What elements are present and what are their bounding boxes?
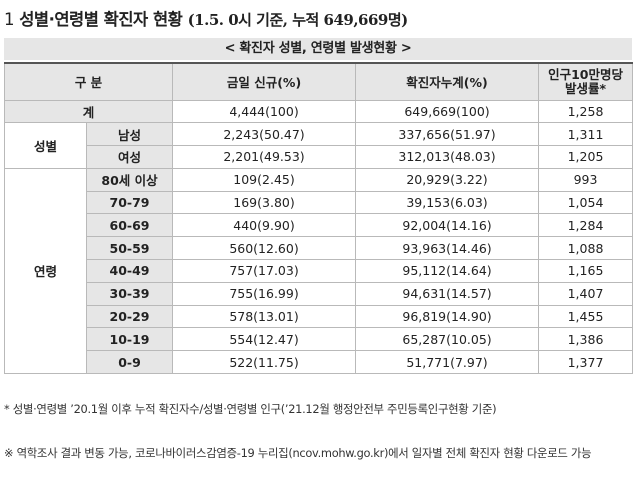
table-row: 40-49 757(17.03) 95,112(14.64) 1,165	[5, 259, 634, 283]
row-new: 440(9.90)	[172, 213, 357, 238]
table-caption: < 확진자 성별, 연령별 발생현황 >	[4, 38, 632, 60]
row-new: 2,243(50.47)	[172, 122, 357, 147]
row-cumulative: 20,929(3.22)	[355, 167, 540, 192]
total-rate: 1,258	[538, 99, 634, 124]
total-label: 계	[3, 99, 174, 124]
header-category: 구 분	[3, 62, 174, 101]
age-group-label: 연령	[4, 167, 87, 375]
row-new: 560(12.60)	[172, 236, 357, 261]
total-row: 계 4,444(100) 649,669(100) 1,258	[3, 99, 634, 124]
table-row: 연령 80세 이상 109(2.45) 20,929(3.22) 993	[4, 167, 634, 375]
table-row: 0-9 522(11.75) 51,771(7.97) 1,377	[5, 350, 634, 375]
header-rate: 인구10만명당 발생률*	[538, 62, 634, 101]
row-label: 0-9	[85, 350, 174, 375]
row-rate: 1,284	[538, 213, 634, 238]
header-cumulative: 확진자누계(%)	[355, 62, 540, 101]
row-label: 60-69	[85, 213, 174, 238]
section-number: 1	[4, 10, 15, 29]
row-new: 2,201(49.53)	[172, 145, 357, 169]
footnote-population: * 성별·연령별 ’20.1월 이후 누적 확진자수/성별·연령별 인구(’21…	[4, 402, 497, 416]
row-rate: 1,386	[538, 327, 634, 352]
row-label: 20-29	[85, 304, 174, 329]
row-label: 40-49	[85, 259, 174, 283]
row-new: 578(13.01)	[172, 304, 357, 329]
row-cumulative: 312,013(48.03)	[355, 145, 540, 169]
row-rate: 1,054	[538, 190, 634, 215]
header-row: 구 분 금일 신규(%) 확진자누계(%) 인구10만명당 발생률*	[3, 62, 634, 101]
header-new-cases: 금일 신규(%)	[172, 62, 357, 101]
reference-date-note: (1.5. 0시 기준, 누적 649,669명)	[187, 11, 409, 29]
row-new: 169(3.80)	[172, 190, 357, 215]
row-cumulative: 65,287(10.05)	[355, 327, 540, 352]
sex-group-label: 성별	[4, 122, 87, 169]
table-row: 성별 남성 2,243(50.47) 337,656(51.97) 1,311	[4, 122, 634, 169]
row-new: 554(12.47)	[172, 327, 357, 352]
table-row: 10-19 554(12.47) 65,287(10.05) 1,386	[5, 327, 634, 352]
row-rate: 1,407	[538, 281, 634, 306]
row-cumulative: 92,004(14.16)	[355, 213, 540, 238]
row-new: 109(2.45)	[172, 167, 357, 192]
row-label: 80세 이상	[85, 167, 174, 192]
header-rate-line1: 인구10만명당	[548, 66, 623, 82]
row-label: 30-39	[85, 281, 174, 306]
table-row: 70-79 169(3.80) 39,153(6.03) 1,054	[5, 190, 634, 215]
row-new: 522(11.75)	[172, 350, 357, 375]
table-row: 60-69 440(9.90) 92,004(14.16) 1,284	[5, 213, 634, 238]
row-cumulative: 39,153(6.03)	[355, 190, 540, 215]
table-row: 20-29 578(13.01) 96,819(14.90) 1,455	[5, 304, 634, 329]
row-label: 남성	[85, 122, 174, 147]
confirmed-cases-table: 구 분 금일 신규(%) 확진자누계(%) 인구10만명당 발생률* 계 4,4…	[3, 62, 634, 375]
footnote-download: ※ 역학조사 결과 변동 가능, 코로나바이러스감염증-19 누리집(ncov.…	[4, 446, 592, 460]
row-cumulative: 94,631(14.57)	[355, 281, 540, 306]
total-cumulative: 649,669(100)	[355, 99, 540, 124]
row-cumulative: 95,112(14.64)	[355, 259, 540, 283]
row-label: 여성	[85, 145, 174, 169]
row-new: 757(17.03)	[172, 259, 357, 283]
row-cumulative: 96,819(14.90)	[355, 304, 540, 329]
section-title: 성별·연령별 확진자 현황	[19, 10, 183, 29]
row-label: 50-59	[85, 236, 174, 261]
row-new: 755(16.99)	[172, 281, 357, 306]
row-cumulative: 93,963(14.46)	[355, 236, 540, 261]
table-row: 50-59 560(12.60) 93,963(14.46) 1,088	[5, 236, 634, 261]
row-rate: 1,311	[538, 122, 634, 147]
row-label: 10-19	[85, 327, 174, 352]
header-rate-line2: 발생률*	[564, 80, 607, 96]
row-cumulative: 337,656(51.97)	[355, 122, 540, 147]
section-heading: 1 성별·연령별 확진자 현황 (1.5. 0시 기준, 누적 649,669명…	[4, 6, 408, 30]
row-rate: 1,205	[538, 145, 634, 169]
row-rate: 1,088	[538, 236, 634, 261]
row-rate: 1,455	[538, 304, 634, 329]
row-rate: 1,165	[538, 259, 634, 283]
table-row: 30-39 755(16.99) 94,631(14.57) 1,407	[5, 281, 634, 306]
row-label: 70-79	[85, 190, 174, 215]
total-new: 4,444(100)	[172, 99, 357, 124]
row-cumulative: 51,771(7.97)	[355, 350, 540, 375]
row-rate: 993	[538, 167, 634, 192]
table-row: 여성 2,201(49.53) 312,013(48.03) 1,205	[5, 145, 634, 169]
row-rate: 1,377	[538, 350, 634, 375]
